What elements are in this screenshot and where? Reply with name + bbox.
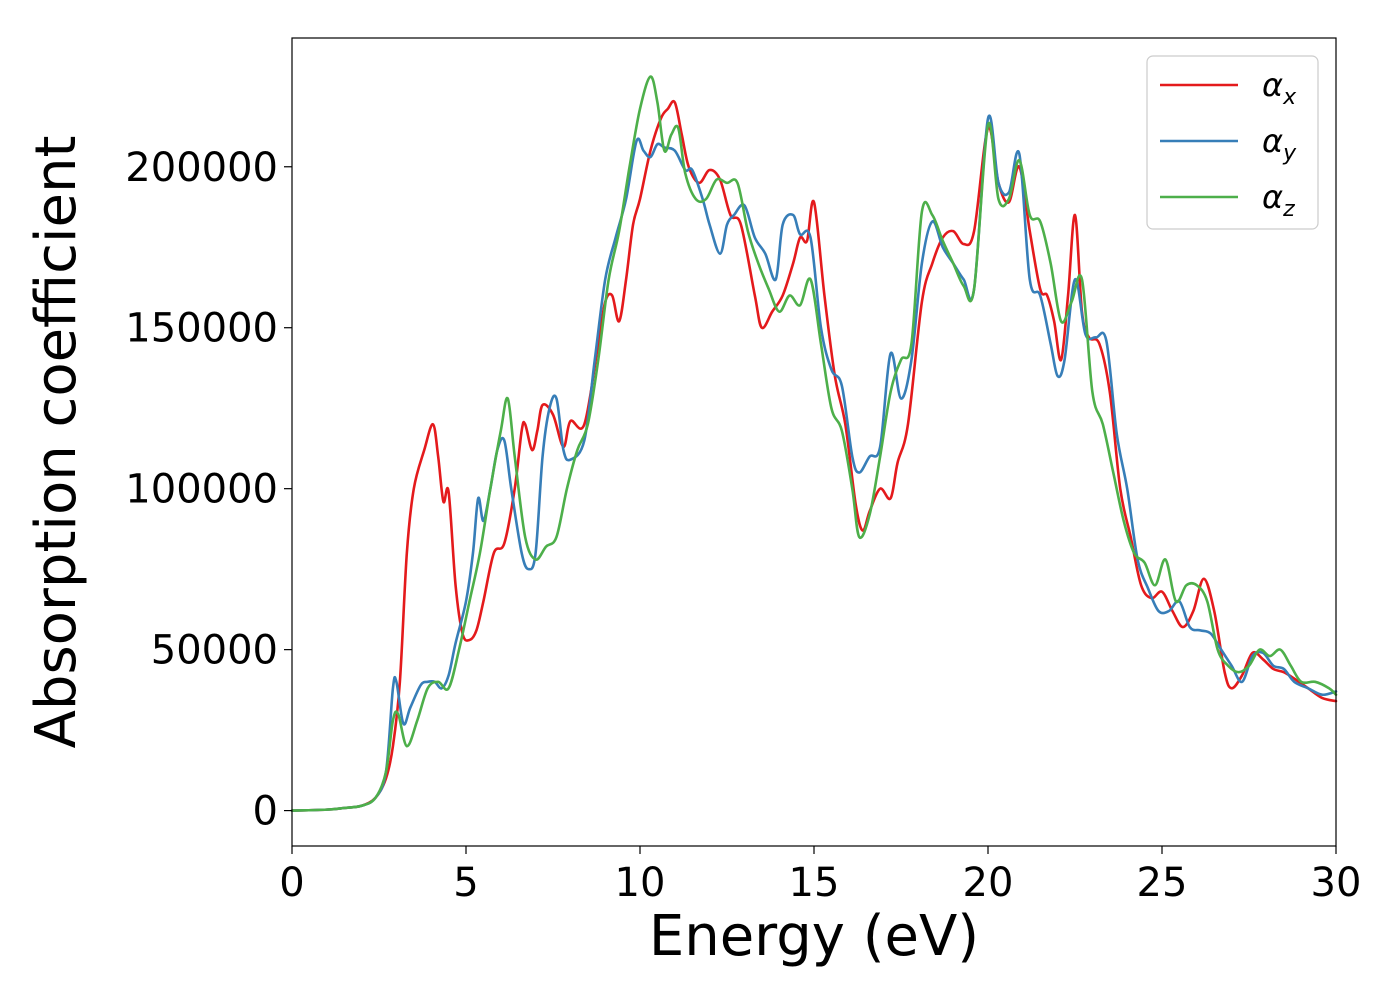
x-tick-label: 10 — [615, 860, 666, 906]
series-line-y — [290, 114, 1338, 812]
x-tick-label: 15 — [789, 860, 840, 906]
legend: αx αy αz — [1146, 55, 1319, 230]
x-tick-label: 25 — [1137, 860, 1188, 906]
y-tick-label: 0 — [253, 789, 278, 835]
legend-label-x: αx — [1262, 66, 1297, 110]
y-axis-ticks: 0 50000 100000 150000 200000 — [125, 145, 292, 835]
x-tick-label: 5 — [453, 860, 478, 906]
series-line-z — [290, 75, 1338, 812]
x-tick-label: 30 — [1311, 860, 1362, 906]
x-tick-label: 0 — [279, 860, 304, 906]
y-tick-label: 200000 — [125, 145, 278, 191]
y-tick-label: 150000 — [125, 306, 278, 352]
y-tick-label: 50000 — [151, 628, 278, 674]
legend-box — [1146, 55, 1319, 230]
y-tick-label: 100000 — [125, 467, 278, 513]
y-axis-label: Absorption coefficient — [24, 136, 89, 749]
x-axis-ticks: 0 5 10 15 20 25 30 — [279, 846, 1361, 906]
x-axis-label: Energy (eV) — [649, 904, 979, 969]
series-layer — [290, 75, 1338, 812]
legend-label-y: αy — [1262, 122, 1297, 166]
x-tick-label: 20 — [963, 860, 1014, 906]
legend-label-z: αz — [1262, 178, 1295, 222]
